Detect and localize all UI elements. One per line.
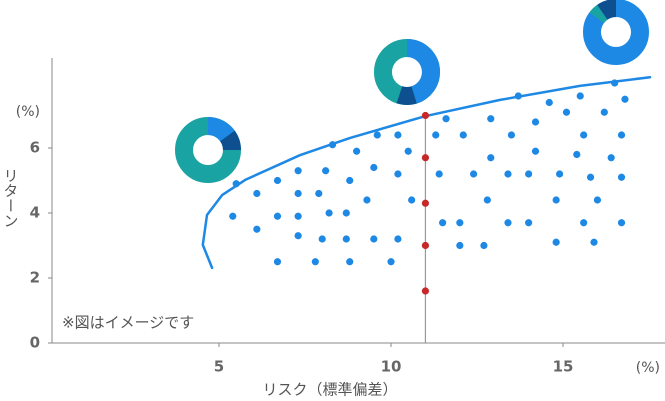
x-tick-label: 5 xyxy=(214,358,224,376)
point xyxy=(552,196,560,204)
point xyxy=(593,196,602,204)
y-tick-label: 6 xyxy=(30,139,40,157)
point xyxy=(580,219,588,227)
point xyxy=(387,258,395,266)
point xyxy=(342,209,350,217)
point xyxy=(311,258,319,266)
point xyxy=(487,115,495,123)
allocation-donut xyxy=(175,117,241,183)
point xyxy=(459,131,467,139)
point xyxy=(525,170,533,178)
point xyxy=(439,219,447,227)
point xyxy=(531,118,540,126)
point xyxy=(531,147,540,155)
point xyxy=(617,219,626,227)
y-tick-label: 4 xyxy=(30,204,40,222)
point xyxy=(504,170,512,178)
point xyxy=(576,92,584,100)
y-unit: (%) xyxy=(16,104,40,120)
point xyxy=(328,141,337,149)
point xyxy=(404,147,412,155)
point xyxy=(552,238,560,246)
point xyxy=(621,95,629,103)
point xyxy=(394,131,402,139)
point xyxy=(408,196,416,204)
point xyxy=(253,225,261,233)
y-axis-label: リターン xyxy=(2,168,20,228)
point xyxy=(421,199,430,207)
point xyxy=(545,98,553,107)
point xyxy=(421,287,430,295)
point xyxy=(229,212,237,220)
point xyxy=(456,241,464,250)
x-tick-label: 15 xyxy=(553,358,574,376)
annotation: ※図はイメージです xyxy=(62,314,194,332)
point xyxy=(346,176,354,185)
x-axis-label: リスク（標準偏差） xyxy=(262,381,397,399)
point xyxy=(617,131,626,139)
point xyxy=(394,235,402,243)
allocation-donut xyxy=(583,0,649,65)
point xyxy=(232,180,240,188)
point xyxy=(294,189,302,198)
point xyxy=(504,219,512,227)
point xyxy=(363,196,371,204)
point xyxy=(480,241,488,250)
point xyxy=(346,258,354,266)
point xyxy=(325,209,333,217)
point xyxy=(607,154,615,162)
point xyxy=(353,147,361,155)
point xyxy=(294,232,302,240)
point xyxy=(590,238,598,246)
point xyxy=(421,154,430,162)
point xyxy=(273,258,282,266)
x-unit: (%) xyxy=(636,360,660,376)
point xyxy=(294,167,302,175)
point xyxy=(507,131,516,139)
point xyxy=(617,173,626,181)
point xyxy=(487,154,495,162)
point xyxy=(394,170,402,178)
point xyxy=(370,235,378,243)
point xyxy=(573,150,581,159)
point xyxy=(469,170,478,178)
point xyxy=(342,235,350,243)
frontier-line xyxy=(201,75,652,270)
allocation-donut xyxy=(374,39,440,105)
point xyxy=(432,131,440,139)
point xyxy=(315,189,323,198)
point xyxy=(421,111,430,120)
point xyxy=(322,167,330,175)
y-tick-label: 2 xyxy=(30,269,40,287)
point xyxy=(555,170,564,178)
point xyxy=(273,212,282,220)
point xyxy=(456,219,464,227)
point xyxy=(370,163,378,172)
point xyxy=(514,92,522,100)
point xyxy=(373,131,381,139)
point xyxy=(580,131,588,139)
point xyxy=(273,176,282,185)
point xyxy=(600,108,608,116)
point xyxy=(253,189,261,198)
point xyxy=(442,115,450,123)
point xyxy=(421,241,430,250)
point xyxy=(525,219,533,227)
point xyxy=(562,108,571,116)
point xyxy=(435,170,443,178)
y-tick-label: 0 xyxy=(30,334,40,352)
point xyxy=(483,196,491,204)
x-tick-label: 10 xyxy=(381,358,402,376)
point xyxy=(294,212,302,220)
point xyxy=(586,173,595,181)
point xyxy=(318,235,326,243)
point xyxy=(611,79,619,87)
